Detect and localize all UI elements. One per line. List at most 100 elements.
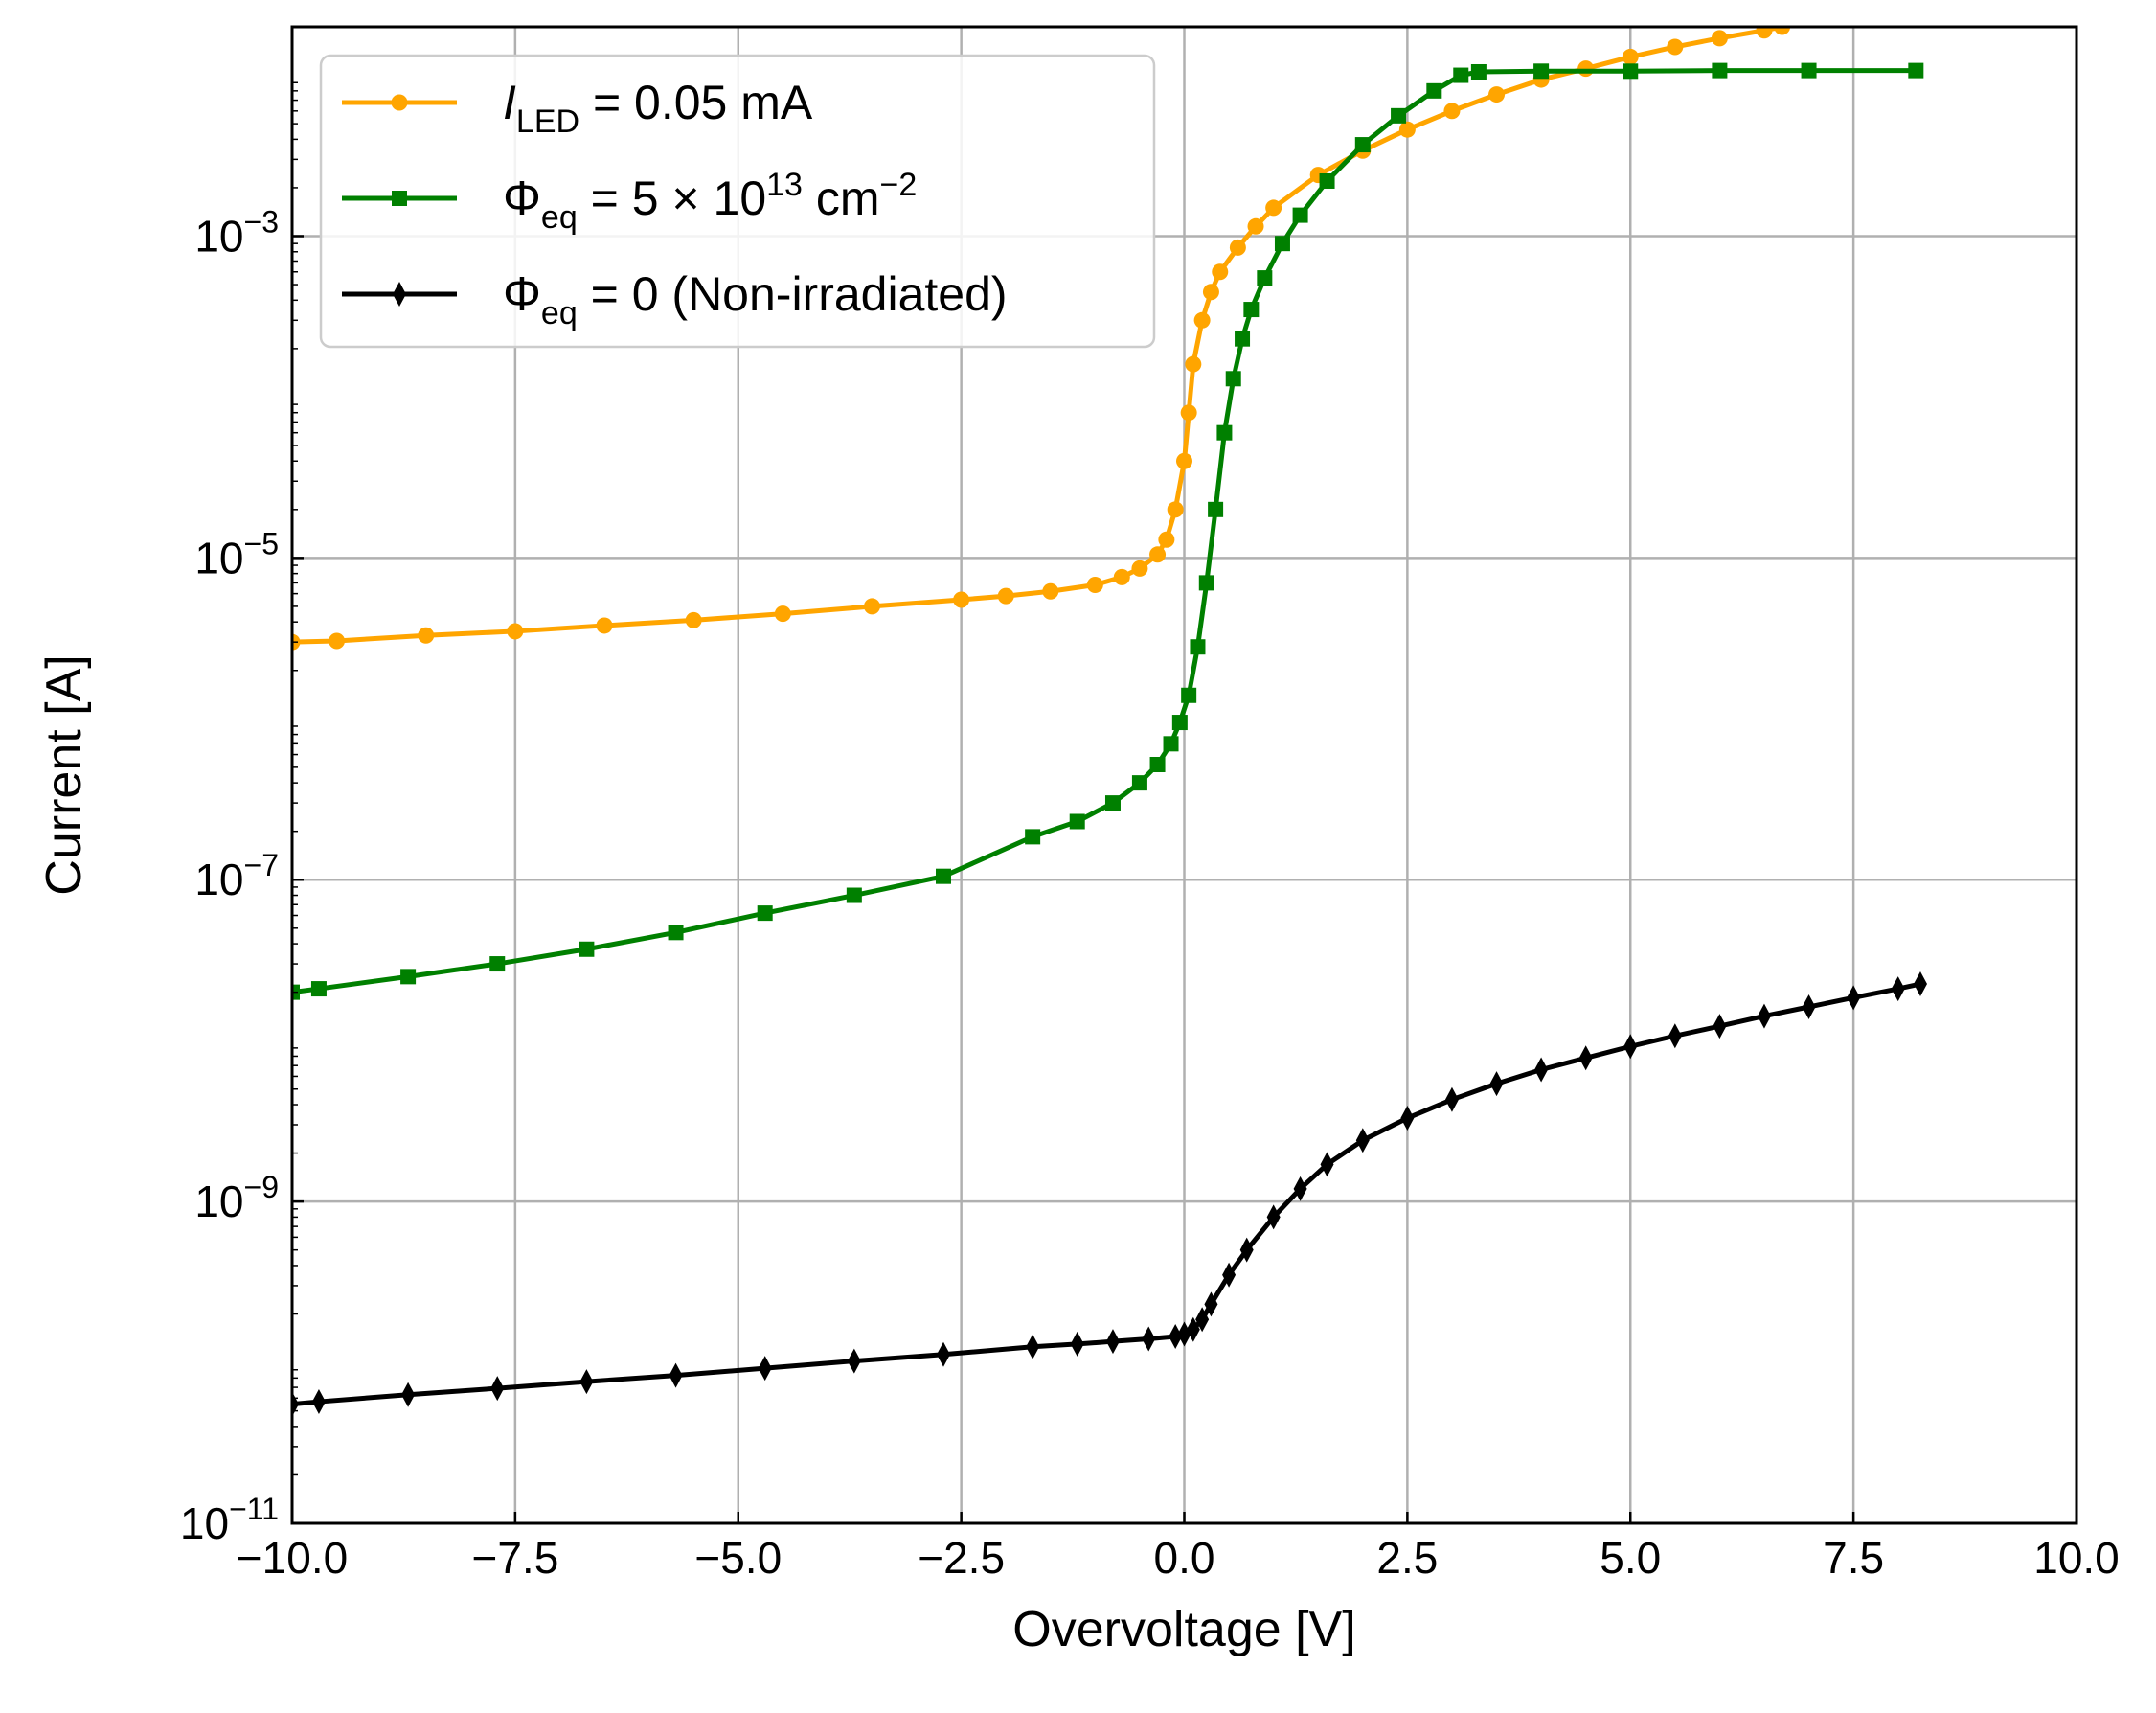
diamond-marker — [847, 1348, 861, 1374]
diamond-marker — [1026, 1334, 1040, 1359]
series-circle — [292, 27, 1791, 651]
square-marker — [1274, 236, 1290, 252]
circle-marker — [863, 598, 880, 615]
circle-marker — [1229, 239, 1246, 256]
y-tick-label: 10−3 — [194, 204, 279, 261]
diamond-marker — [1355, 1128, 1370, 1153]
square-marker — [1216, 424, 1233, 441]
circle-marker — [1202, 284, 1219, 301]
legend: ILED = 0.05 mA Φeq = 5 × 1013 cm−2 Φeq = 0… — [319, 54, 1156, 349]
x-tick-label: 10.0 — [2033, 1533, 2120, 1583]
circle-marker — [1212, 263, 1229, 281]
square-marker — [1069, 813, 1085, 830]
circle-marker — [1158, 531, 1175, 548]
series-diamond — [292, 971, 1927, 1417]
diamond-marker — [1266, 1204, 1281, 1230]
diamond-marker — [1293, 1176, 1307, 1201]
square-marker — [1391, 107, 1407, 124]
y-tick-label: 10−7 — [194, 848, 279, 904]
diamond-marker — [1713, 1014, 1727, 1039]
circle-marker — [596, 617, 613, 634]
circle-marker — [1443, 103, 1461, 120]
diamond-marker — [669, 1362, 683, 1388]
diamond-marker — [1105, 1329, 1120, 1355]
y-tick-label: 10−5 — [194, 526, 279, 582]
square-marker — [1623, 63, 1639, 80]
square-marker — [400, 969, 417, 985]
square-marker — [1533, 63, 1550, 80]
square-marker — [1131, 775, 1147, 791]
diamond-marker — [393, 282, 406, 307]
circle-marker — [685, 611, 702, 628]
circle-marker — [1086, 576, 1103, 593]
x-tick-label: −5.0 — [694, 1533, 782, 1583]
circle-marker — [774, 605, 791, 623]
x-tick-label: 5.0 — [1600, 1533, 1661, 1583]
square-marker — [1190, 639, 1206, 655]
square-marker — [489, 956, 506, 972]
circle-marker — [1756, 27, 1773, 39]
diamond-marker — [1623, 1034, 1638, 1060]
diamond-marker — [1847, 985, 1861, 1011]
circle-marker — [1667, 38, 1684, 56]
square-marker — [1243, 302, 1260, 318]
diamond-marker — [1320, 1152, 1334, 1177]
y-tick-label: 10−11 — [180, 1492, 279, 1548]
square-marker — [1163, 736, 1179, 752]
circle-marker — [1042, 582, 1059, 600]
legend-label: ILED = 0.05 mA — [503, 76, 813, 140]
legend-label: Φeq = 0 (Non-irradiated) — [503, 267, 1008, 331]
circle-marker — [1488, 86, 1506, 103]
square-marker — [1426, 82, 1442, 99]
diamond-marker — [1195, 1307, 1210, 1333]
legend-box — [319, 54, 1156, 349]
diamond-marker — [1169, 1323, 1183, 1349]
x-tick-label: 0.0 — [1154, 1533, 1215, 1583]
x-tick-label: −7.5 — [471, 1533, 558, 1583]
square-marker — [1235, 331, 1251, 347]
diamond-marker — [1578, 1045, 1593, 1071]
square-marker — [1104, 795, 1121, 811]
square-marker — [1208, 501, 1224, 517]
square-marker — [1319, 172, 1335, 189]
square-marker — [668, 925, 684, 941]
x-tick-label: −10.0 — [237, 1533, 348, 1583]
diamond-marker — [1186, 1316, 1200, 1342]
diamond-marker — [311, 1389, 326, 1415]
square-marker — [1453, 67, 1469, 83]
circle-marker — [507, 623, 524, 640]
circle-marker — [1149, 546, 1167, 563]
square-marker — [1198, 575, 1214, 591]
diamond-marker — [1444, 1086, 1459, 1112]
square-marker — [1025, 829, 1041, 845]
diamond-marker — [758, 1356, 772, 1382]
circle-marker — [1577, 60, 1595, 78]
circle-marker — [1774, 27, 1791, 35]
diamond-marker — [936, 1341, 950, 1367]
square-marker — [935, 868, 951, 884]
legend-label: Φeq = 5 × 1013 cm−2 — [503, 167, 917, 236]
diamond-marker — [1668, 1023, 1682, 1049]
x-tick-label: 2.5 — [1376, 1533, 1438, 1583]
diamond-marker — [1239, 1237, 1254, 1263]
legend-entry: Φeq = 0 (Non-irradiated) — [342, 267, 1008, 331]
circle-marker — [1167, 501, 1184, 518]
square-marker — [579, 941, 595, 957]
circle-marker — [953, 591, 970, 608]
circle-marker — [1113, 568, 1130, 585]
diamond-marker — [1204, 1291, 1218, 1317]
y-axis-label: Current [A] — [36, 654, 92, 895]
circle-marker — [1185, 355, 1202, 373]
diamond-marker — [1400, 1106, 1415, 1131]
legend-entry: ILED = 0.05 mA — [342, 76, 813, 140]
x-tick-label: −2.5 — [918, 1533, 1005, 1583]
axis-ticks: −10.0 −7.5 −5.0 −2.5 0.0 2.5 5.0 7.5 10.0 10−11 10… — [180, 26, 2120, 1583]
square-marker — [1257, 270, 1273, 286]
legend-entry: Φeq = 5 × 1013 cm−2 — [342, 167, 917, 236]
circle-marker — [1131, 560, 1148, 577]
circle-marker — [1265, 199, 1282, 217]
diamond-marker — [1913, 971, 1927, 997]
circle-marker — [1176, 452, 1192, 469]
diamond-marker — [490, 1376, 505, 1402]
